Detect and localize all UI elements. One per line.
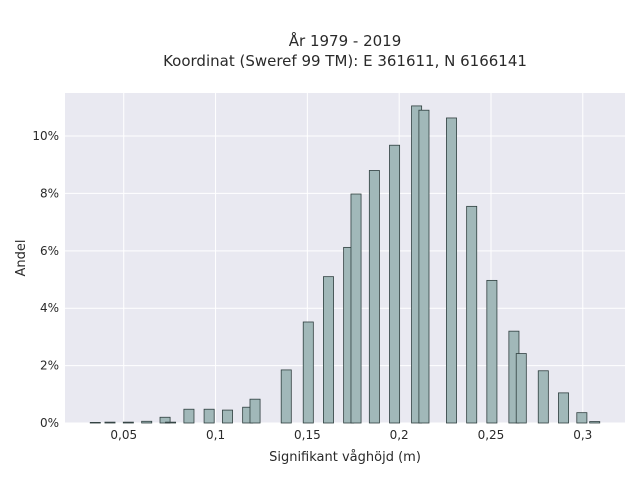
bar-26 — [558, 392, 569, 424]
bar-27 — [576, 412, 588, 424]
x-tick-label-3: 0,2 — [390, 428, 409, 442]
bar-1 — [104, 421, 116, 424]
bar-24 — [515, 353, 527, 424]
bar-16 — [368, 170, 380, 424]
x-tick-label-1: 0,1 — [206, 428, 225, 442]
bar-4 — [159, 416, 171, 424]
bar-28 — [589, 421, 601, 424]
y-tick-label-0: 0% — [40, 416, 59, 430]
bar-7 — [203, 408, 215, 424]
bar-10 — [249, 398, 261, 424]
bar-17 — [389, 144, 401, 424]
bars-group — [89, 105, 601, 424]
y-tick-label-2: 4% — [40, 301, 59, 315]
bar-15 — [350, 193, 362, 424]
x-tick-label-5: 0,3 — [573, 428, 592, 442]
y-axis-label: Andel — [14, 240, 29, 277]
x-tick-label-4: 0,25 — [478, 428, 505, 442]
bar-19 — [418, 109, 430, 424]
y-tick-label-3: 6% — [40, 244, 59, 258]
y-tick-label-1: 2% — [40, 359, 59, 373]
bar-6 — [183, 408, 195, 424]
y-tick-labels: 0% 2% 4% 6% 8% 10% — [32, 129, 59, 430]
bar-2 — [122, 421, 134, 424]
chart-subtitle: Koordinat (Sweref 99 TM): E 361611, N 61… — [163, 52, 527, 70]
bar-21 — [466, 205, 478, 424]
bar-22 — [486, 279, 498, 424]
bar-5 — [165, 421, 177, 424]
bar-11 — [280, 369, 292, 424]
bar-25 — [537, 370, 549, 424]
x-tick-label-0: 0,05 — [110, 428, 137, 442]
bar-3 — [141, 420, 153, 424]
bar-13 — [323, 276, 334, 424]
x-axis-label: Signifikant våghöjd (m) — [269, 450, 421, 465]
x-tick-labels: 0,05 0,1 0,15 0,2 0,25 0,3 — [110, 428, 592, 442]
bar-12 — [302, 321, 314, 424]
bar-20 — [446, 117, 457, 424]
y-tick-label-4: 8% — [40, 186, 59, 200]
y-tick-label-5: 10% — [32, 129, 59, 143]
bar-8 — [222, 409, 233, 424]
chart-title: År 1979 - 2019 — [289, 31, 402, 50]
bar-0 — [89, 422, 101, 424]
x-tick-label-2: 0,15 — [294, 428, 321, 442]
